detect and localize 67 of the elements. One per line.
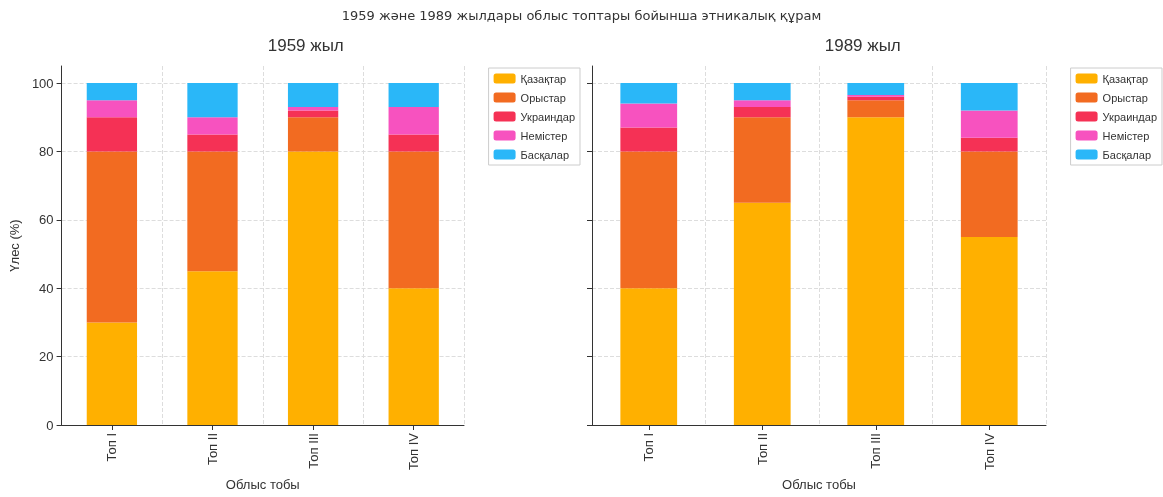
x-tick-label: Топ II bbox=[204, 433, 220, 466]
x-tick-label: Топ III bbox=[305, 433, 321, 469]
bar bbox=[388, 151, 439, 289]
bar bbox=[960, 236, 1018, 425]
legend-label: Немістер bbox=[1102, 129, 1149, 142]
y-tick-label: 100 bbox=[31, 75, 54, 91]
bar bbox=[846, 100, 904, 118]
bar bbox=[86, 83, 138, 101]
bar bbox=[846, 83, 904, 96]
bar bbox=[388, 288, 439, 425]
bar bbox=[619, 288, 677, 425]
bar bbox=[86, 117, 138, 152]
x-tick-label: Топ IV bbox=[406, 432, 422, 471]
bar bbox=[619, 103, 677, 128]
bar bbox=[846, 117, 904, 425]
x-axis-title: Облыс тобы bbox=[781, 476, 856, 492]
legend-label: Немістер bbox=[520, 129, 568, 142]
bar bbox=[86, 322, 138, 425]
y-tick-label: 80 bbox=[39, 143, 54, 159]
bar bbox=[86, 100, 138, 118]
bar bbox=[388, 134, 439, 152]
y-tick-label: 20 bbox=[39, 349, 54, 365]
legend-label: Орыстар bbox=[1102, 91, 1148, 104]
legend-label: Орыстар bbox=[520, 91, 566, 104]
y-tick-label: 0 bbox=[46, 417, 54, 433]
bar bbox=[287, 83, 339, 108]
bar bbox=[733, 83, 791, 101]
y-axis-title: Үлес (%) bbox=[7, 219, 22, 272]
x-axis-title: Облыс тобы bbox=[225, 476, 300, 492]
bar bbox=[960, 83, 1018, 111]
bar bbox=[960, 110, 1018, 138]
bar bbox=[287, 117, 339, 152]
bar bbox=[960, 151, 1018, 237]
bar bbox=[733, 107, 791, 118]
chart-title: 1959 жыл bbox=[267, 36, 344, 55]
bar bbox=[287, 110, 339, 118]
legend-label: Басқалар bbox=[520, 148, 570, 161]
bar bbox=[960, 137, 1018, 152]
y-tick-label: 60 bbox=[39, 212, 54, 228]
legend-label: Украиндар bbox=[1102, 110, 1157, 123]
x-tick-label: Топ I bbox=[640, 433, 656, 462]
x-tick-label: Топ I bbox=[104, 433, 120, 462]
x-tick-label: Топ III bbox=[867, 433, 883, 469]
bar bbox=[287, 151, 339, 425]
bar bbox=[733, 202, 791, 425]
legend-label: Қазақтар bbox=[520, 72, 567, 85]
legend-label: Қазақтар bbox=[1102, 72, 1148, 85]
bar bbox=[187, 83, 238, 118]
bar bbox=[187, 271, 238, 425]
text: 1959 және 1989 жылдары облыс топтары бойынша этникалық құрам bbox=[340, 8, 823, 23]
x-tick-label: Топ IV bbox=[981, 432, 997, 471]
y-tick-label: 40 bbox=[39, 280, 54, 296]
bar bbox=[733, 117, 791, 203]
x-tick-label: Топ II bbox=[754, 433, 770, 466]
legend-label: Басқалар bbox=[1102, 148, 1151, 161]
bar bbox=[388, 107, 439, 135]
bar bbox=[388, 83, 439, 108]
legend-label: Украиндар bbox=[520, 110, 576, 123]
bar bbox=[187, 117, 238, 135]
bar bbox=[733, 100, 791, 108]
bar bbox=[619, 83, 677, 104]
bar bbox=[86, 151, 138, 323]
chart-title: 1989 жыл bbox=[824, 36, 901, 55]
bar bbox=[619, 151, 677, 289]
bar bbox=[619, 127, 677, 152]
bar bbox=[187, 134, 238, 152]
bar bbox=[187, 151, 238, 272]
